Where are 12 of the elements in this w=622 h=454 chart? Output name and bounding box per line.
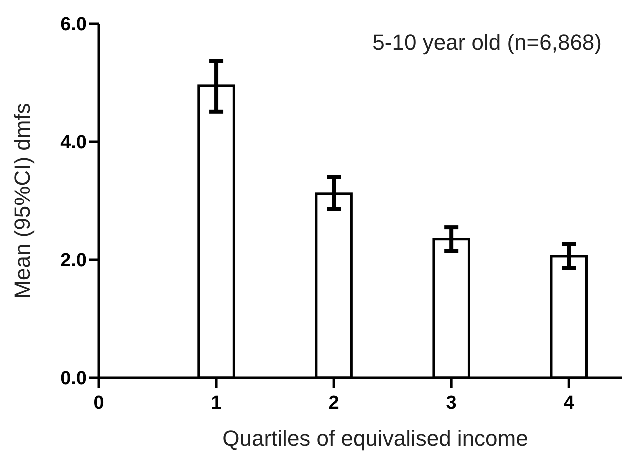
- y-tick-label: 0.0: [60, 368, 87, 390]
- y-tick-label: 6.0: [60, 14, 87, 36]
- chart-title: 5-10 year old (n=6,868): [372, 30, 602, 55]
- x-tick-label: 4: [564, 393, 575, 414]
- y-axis-title: Mean (95%CI) dmfs: [10, 103, 35, 299]
- x-axis-title: Quartiles of equivalised income: [222, 426, 528, 451]
- x-tick-label: 0: [94, 393, 104, 414]
- x-tick-label: 1: [211, 393, 222, 414]
- y-tick-label: 2.0: [60, 250, 87, 272]
- x-tick-label: 3: [446, 393, 457, 414]
- x-tick-label: 2: [328, 393, 340, 414]
- y-tick-label: 4.0: [60, 132, 87, 154]
